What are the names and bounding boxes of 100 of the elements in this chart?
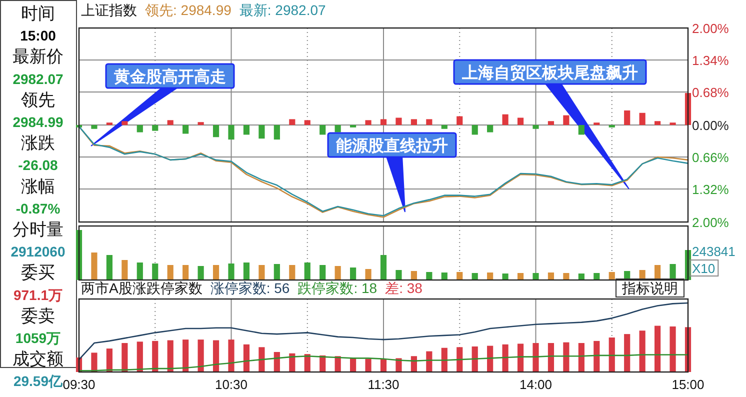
text: 委卖 <box>21 306 55 326</box>
bar <box>380 358 387 372</box>
bar <box>320 265 326 280</box>
bar <box>122 260 128 280</box>
bar <box>304 262 310 280</box>
text: 1059万 <box>15 330 61 346</box>
bar <box>472 346 478 372</box>
text: 2982.07 <box>12 70 64 87</box>
text: 最新: 2982.07 <box>239 2 326 18</box>
bar <box>274 352 280 372</box>
bar <box>654 326 661 372</box>
text: 涨停家数: 56 <box>210 280 290 296</box>
bar <box>91 125 98 129</box>
bar <box>594 340 600 372</box>
text: 最新价 <box>12 47 64 66</box>
bar <box>167 265 174 280</box>
y-tick-label: 2.00% <box>692 21 730 36</box>
x-tick-label: 10:30 <box>214 377 248 392</box>
bar <box>624 334 630 372</box>
bar <box>136 262 143 280</box>
bar <box>198 340 204 372</box>
bar <box>122 343 128 372</box>
text: 时间 <box>21 4 55 23</box>
text: 29.59亿 <box>13 373 64 390</box>
bar <box>258 347 265 372</box>
bar <box>182 265 189 280</box>
annotation: 上海自贸区板块尾盘飙升 <box>461 64 638 82</box>
bar <box>624 110 630 125</box>
bar <box>578 343 584 372</box>
bar <box>380 119 387 125</box>
text: 涨跌 <box>21 134 55 153</box>
y-tick-label: 1.32% <box>692 182 730 198</box>
bar <box>517 118 524 125</box>
bar <box>365 120 372 125</box>
bar <box>304 120 310 125</box>
bar <box>487 346 494 372</box>
bar <box>441 125 448 129</box>
bar <box>198 122 204 125</box>
bar <box>365 358 372 372</box>
bar <box>350 268 356 280</box>
bar <box>517 344 524 372</box>
bar <box>334 266 341 280</box>
text: 2984.99 <box>12 114 64 130</box>
text: 领先 <box>21 90 55 110</box>
bar <box>410 119 417 125</box>
bar <box>122 121 128 125</box>
text: 243841 <box>692 244 736 259</box>
bar <box>212 340 220 372</box>
text: 成交额 <box>12 350 64 369</box>
annotation: 能源股直线拉升 <box>336 137 448 155</box>
y-tick-label: 0.68% <box>692 85 730 100</box>
bar <box>548 272 554 280</box>
bar <box>608 338 615 372</box>
bar <box>152 125 158 131</box>
text: 2912060 <box>10 244 66 260</box>
bar <box>517 273 524 280</box>
bar <box>456 272 463 280</box>
bar <box>441 272 448 280</box>
annotation: 指标说明 <box>621 280 678 296</box>
bar <box>243 125 250 135</box>
bar <box>670 264 676 280</box>
bar <box>426 272 432 280</box>
text: 涨幅 <box>21 176 55 196</box>
x-tick-label: 11:30 <box>368 377 400 392</box>
bar <box>548 121 554 125</box>
bar <box>563 115 570 125</box>
text: 971.1万 <box>13 286 63 303</box>
bar <box>152 264 158 280</box>
bar <box>289 265 296 280</box>
bar <box>334 125 341 132</box>
chart-title: 两市A股涨跌停家数 <box>81 280 202 296</box>
bar <box>594 273 600 280</box>
bar <box>243 262 250 280</box>
bar <box>563 273 570 280</box>
bar <box>608 272 615 280</box>
text: 分时量 <box>12 220 64 239</box>
bar <box>136 125 143 132</box>
bar <box>502 344 508 372</box>
bar <box>532 125 539 129</box>
x-tick-label: 09:30 <box>62 377 96 392</box>
bar <box>410 271 417 280</box>
bar <box>212 125 220 138</box>
bar <box>502 114 508 125</box>
bar <box>487 125 494 132</box>
y-tick-label: 0.00% <box>692 118 730 133</box>
bar <box>563 342 570 372</box>
bar <box>396 118 402 125</box>
bar <box>91 252 98 280</box>
bar <box>441 348 448 372</box>
bar <box>502 274 508 280</box>
bar <box>639 330 646 372</box>
bar <box>350 358 356 372</box>
text: 跌停家数: 18 <box>298 280 378 296</box>
text: -0.87% <box>16 200 61 216</box>
bar <box>532 343 539 372</box>
x-tick-label: 14:00 <box>519 377 552 392</box>
y-tick-label: 1.34% <box>692 53 730 68</box>
bar <box>639 112 646 125</box>
text: 委买 <box>21 263 55 282</box>
bar <box>182 125 189 134</box>
